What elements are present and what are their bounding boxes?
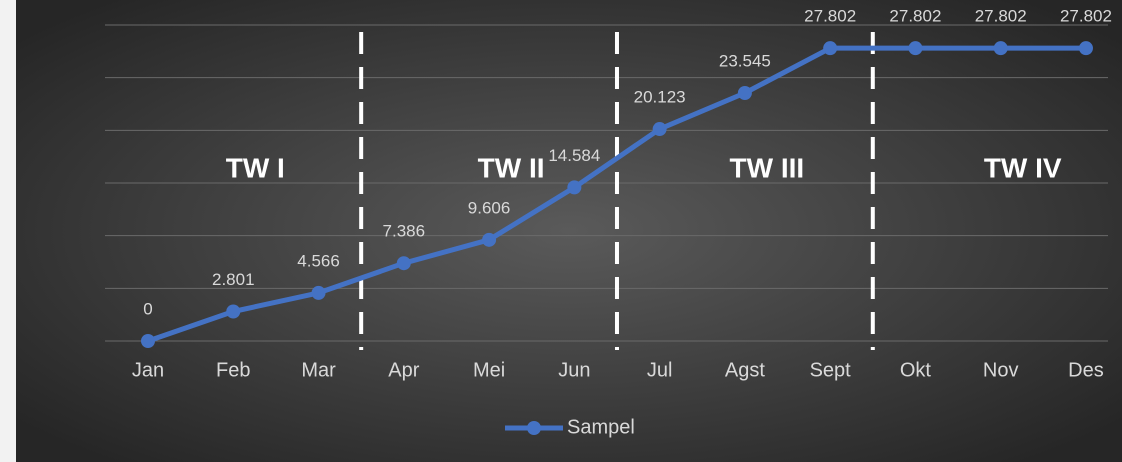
x-tick-label: Jul: [647, 359, 673, 381]
data-label: 7.386: [383, 222, 426, 241]
data-label: 27.802: [889, 7, 941, 26]
x-tick-label: Sept: [810, 359, 852, 381]
data-point: [908, 41, 923, 56]
data-label: 20.123: [634, 88, 686, 107]
x-tick-label: Mar: [301, 359, 336, 381]
data-point: [141, 334, 155, 348]
data-label: 27.802: [804, 7, 856, 26]
x-tick-label: Des: [1068, 359, 1104, 381]
x-tick-label: Jan: [132, 359, 164, 381]
data-point: [737, 85, 752, 100]
period-label: TW I: [226, 152, 285, 183]
period-label: TW III: [730, 152, 805, 183]
data-label: 27.802: [975, 7, 1027, 26]
data-label: 27.802: [1060, 7, 1112, 26]
data-label: 14.584: [548, 146, 600, 165]
data-label: 0: [143, 299, 152, 318]
data-label: 2.801: [212, 270, 255, 289]
period-label: TW IV: [984, 152, 1062, 183]
x-tick-label: Agst: [725, 359, 765, 381]
x-tick-label: Mei: [473, 359, 505, 381]
data-point: [1078, 41, 1093, 56]
data-label: 9.606: [468, 198, 511, 217]
data-point: [993, 41, 1008, 56]
data-label: 23.545: [719, 51, 771, 70]
data-point: [823, 41, 838, 56]
legend-label: Sampel: [567, 416, 635, 438]
series-line: [147, 45, 1086, 344]
plot-background: [16, 0, 1122, 462]
data-point: [396, 256, 411, 271]
data-point: [482, 232, 497, 247]
x-tick-label: Feb: [216, 359, 250, 381]
left-strip: [0, 0, 16, 462]
x-tick-label: Jun: [558, 359, 590, 381]
data-label: 4.566: [297, 251, 340, 270]
data-point: [311, 285, 326, 300]
x-tick-label: Okt: [900, 359, 932, 381]
x-tick-label: Nov: [983, 359, 1019, 381]
legend-marker: [527, 421, 541, 435]
x-tick-label: Apr: [388, 359, 419, 381]
period-label: TW II: [478, 152, 545, 183]
data-point: [567, 180, 582, 195]
data-point: [226, 304, 241, 319]
data-point: [652, 122, 667, 137]
